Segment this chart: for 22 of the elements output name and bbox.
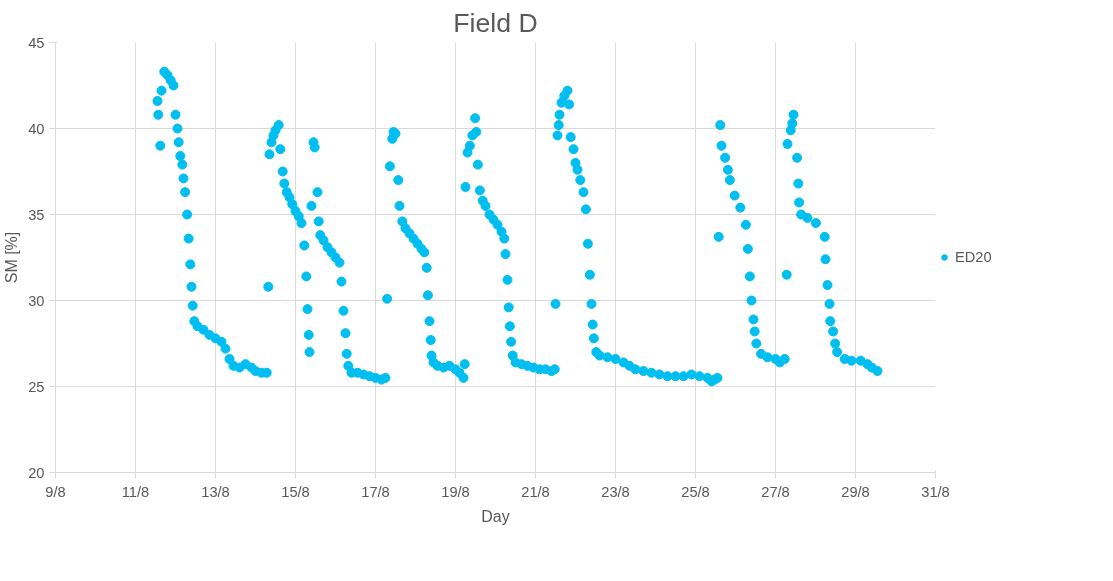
y-tick-label: 45 [28,34,45,51]
x-tick-label: 25/8 [681,483,710,500]
y-tick-label: 35 [28,206,45,223]
y-tick-label: 40 [28,120,45,137]
chart-title: Field D [453,7,538,38]
y-tick-label: 20 [28,464,45,481]
y-tick-label: 30 [28,292,45,309]
x-axis-title: Day [481,507,510,525]
x-tick-label: 15/8 [281,483,310,500]
x-tick-label: 13/8 [201,483,230,500]
legend-label: ED20 [955,249,992,265]
x-tick-label: 29/8 [841,483,870,500]
x-tick-label: 27/8 [761,483,790,500]
x-tick-label: 19/8 [441,483,470,500]
x-tick-label: 9/8 [45,483,66,500]
x-tick-label: 17/8 [361,483,390,500]
x-tick-label: 23/8 [601,483,630,500]
y-tick-label: 25 [28,378,45,395]
x-tick-label: 31/8 [921,483,950,500]
y-axis-title: SM [%] [3,231,21,284]
x-tick-label: 11/8 [121,483,150,500]
x-tick-label: 21/8 [521,483,550,500]
